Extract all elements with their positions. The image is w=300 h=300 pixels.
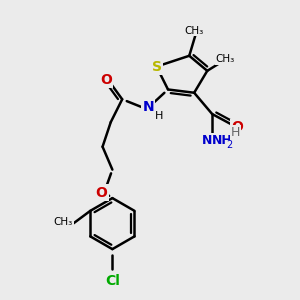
Text: S: S (152, 60, 161, 74)
Text: N: N (142, 100, 154, 115)
Text: H: H (231, 125, 240, 139)
Text: 2: 2 (222, 135, 228, 145)
Text: CH₃: CH₃ (216, 54, 235, 64)
Text: Cl: Cl (105, 274, 120, 288)
Text: NH: NH (212, 134, 233, 147)
Text: O: O (96, 185, 107, 200)
Text: CH₃: CH₃ (184, 26, 204, 36)
Text: O: O (231, 120, 243, 134)
Text: O: O (100, 73, 112, 87)
Text: CH₃: CH₃ (54, 217, 73, 227)
Text: 2: 2 (226, 140, 232, 150)
Text: H: H (155, 111, 163, 121)
Text: NH: NH (202, 134, 223, 147)
